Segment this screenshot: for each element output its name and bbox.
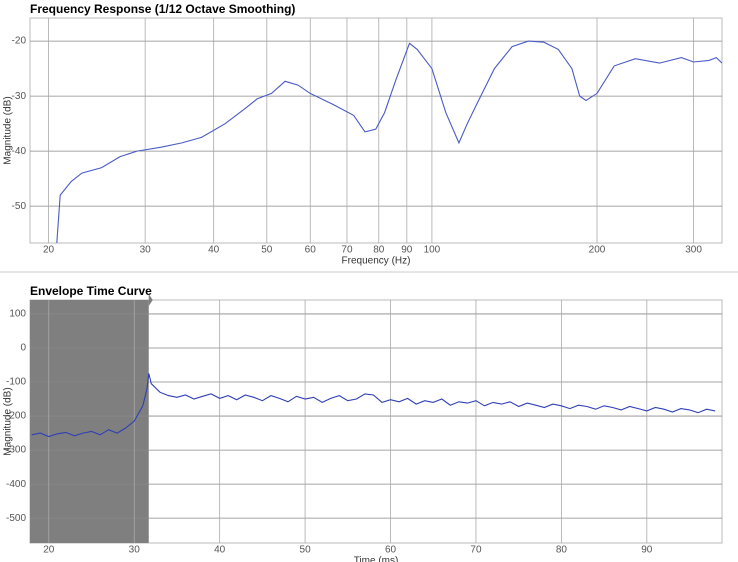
data-line [56,40,722,243]
x-tick-label: 100 [424,245,441,256]
y-axis-label: Magnitude (dB) [3,96,14,164]
x-tick-label: 60 [305,245,317,256]
x-tick-label: 80 [373,245,385,256]
y-tick-label: 100 [9,309,26,320]
x-tick-label: 70 [470,545,482,556]
y-tick-label: -300 [6,445,26,456]
y-tick-label: -400 [6,479,26,490]
y-tick-label: -20 [12,36,27,47]
shaded-window [30,300,149,543]
x-tick-label: 80 [556,545,568,556]
y-tick-label: -30 [12,91,27,102]
x-tick-label: 70 [341,245,353,256]
x-tick-label: 60 [385,545,397,556]
x-axis-label: Frequency (Hz) [342,256,411,267]
x-tick-label: 20 [43,545,55,556]
chart-title: Frequency Response (1/12 Octave Smoothin… [30,2,295,16]
x-tick-label: 20 [43,245,55,256]
x-tick-label: 50 [261,245,273,256]
x-tick-label: 90 [401,245,413,256]
y-tick-label: -50 [12,201,27,212]
y-tick-label: -40 [12,146,27,157]
y-tick-label: 0 [20,343,26,354]
window-handle [148,294,153,306]
x-axis-label: Time (ms) [354,556,399,562]
y-tick-label: -100 [6,377,26,388]
x-tick-label: 30 [140,245,152,256]
x-tick-label: 30 [129,545,141,556]
x-tick-label: 40 [214,545,226,556]
y-axis-label: Magnitude (dB) [3,387,14,455]
chart-title: Envelope Time Curve [30,284,152,298]
x-tick-label: 300 [685,245,702,256]
x-tick-label: 90 [641,545,653,556]
x-tick-label: 50 [300,545,312,556]
y-tick-label: -200 [6,411,26,422]
y-tick-label: -500 [6,513,26,524]
x-tick-label: 200 [589,245,606,256]
data-line [31,373,716,438]
plot-area [29,17,723,244]
x-tick-label: 40 [208,245,220,256]
